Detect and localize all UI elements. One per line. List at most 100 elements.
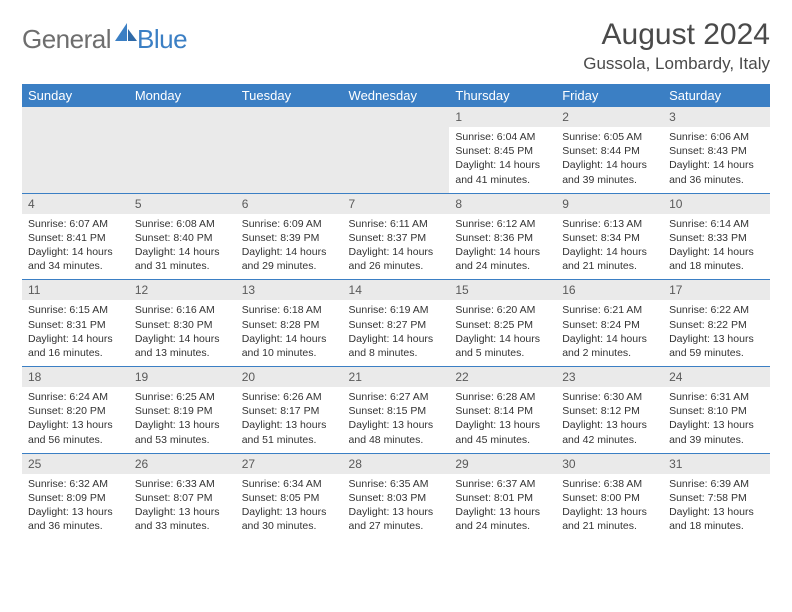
sunrise-text: Sunrise: 6:25 AM (135, 390, 230, 404)
day-details-cell: Sunrise: 6:31 AMSunset: 8:10 PMDaylight:… (663, 387, 770, 453)
day-details-cell: Sunrise: 6:06 AMSunset: 8:43 PMDaylight:… (663, 127, 770, 193)
sunrise-text: Sunrise: 6:19 AM (349, 303, 444, 317)
sunset-text: Sunset: 8:19 PM (135, 404, 230, 418)
day-details-cell: Sunrise: 6:05 AMSunset: 8:44 PMDaylight:… (556, 127, 663, 193)
daynum-row: 25262728293031 (22, 453, 770, 474)
sunrise-text: Sunrise: 6:15 AM (28, 303, 123, 317)
sunset-text: Sunset: 7:58 PM (669, 491, 764, 505)
sunrise-text: Sunrise: 6:14 AM (669, 217, 764, 231)
title-block: August 2024 Gussola, Lombardy, Italy (583, 18, 770, 74)
sunrise-text: Sunrise: 6:28 AM (455, 390, 550, 404)
day-number-cell: 22 (449, 367, 556, 388)
day-number-cell: 14 (343, 280, 450, 301)
daynum-row: 11121314151617 (22, 280, 770, 301)
daylight-text: Daylight: 14 hours and 18 minutes. (669, 245, 764, 273)
day-details-cell: Sunrise: 6:08 AMSunset: 8:40 PMDaylight:… (129, 214, 236, 280)
sunrise-text: Sunrise: 6:26 AM (242, 390, 337, 404)
daylight-text: Daylight: 14 hours and 5 minutes. (455, 332, 550, 360)
sunset-text: Sunset: 8:39 PM (242, 231, 337, 245)
details-row: Sunrise: 6:15 AMSunset: 8:31 PM Daylight:… (22, 300, 770, 366)
sunset-text: Sunset: 8:15 PM (349, 404, 444, 418)
details-row: Sunrise: 6:24 AMSunset: 8:20 PMDaylight:… (22, 387, 770, 453)
logo-text-blue: Blue (137, 24, 187, 55)
logo-sail-icon (115, 23, 137, 43)
day-number-cell: 29 (449, 453, 556, 474)
sunset-text: Sunset: 8:37 PM (349, 231, 444, 245)
calendar-table: Sunday Monday Tuesday Wednesday Thursday… (22, 84, 770, 539)
day-details-cell: Sunrise: 6:39 AMSunset: 7:58 PMDaylight:… (663, 474, 770, 540)
sunset-text: Sunset: 8:36 PM (455, 231, 550, 245)
weekday-header: Monday (129, 84, 236, 107)
daylight-text: Daylight: 14 hours and 2 minutes. (562, 332, 657, 360)
daylight-text: Daylight: 13 hours and 59 minutes. (669, 332, 764, 360)
daynum-row: 45678910 (22, 193, 770, 214)
sunrise-text: Sunrise: 6:16 AM (135, 303, 230, 317)
sunrise-text: Sunrise: 6:12 AM (455, 217, 550, 231)
sunrise-text: Sunrise: 6:06 AM (669, 130, 764, 144)
sunset-text: Sunset: 8:20 PM (28, 404, 123, 418)
topbar: General Blue August 2024 Gussola, Lombar… (22, 18, 770, 74)
daylight-text: Daylight: 14 hours and 31 minutes. (135, 245, 230, 273)
sunset-text: Sunset: 8:05 PM (242, 491, 337, 505)
daylight-text: Daylight: 14 hours and 29 minutes. (242, 245, 337, 273)
sunrise-text: Sunrise: 6:04 AM (455, 130, 550, 144)
day-number-cell: 21 (343, 367, 450, 388)
sunset-text: Sunset: 8:09 PM (28, 491, 123, 505)
logo-text-general: General (22, 24, 111, 55)
day-number-cell: 18 (22, 367, 129, 388)
day-number-cell: 7 (343, 193, 450, 214)
daylight-text: Daylight: 13 hours and 21 minutes. (562, 505, 657, 533)
day-number-cell: 9 (556, 193, 663, 214)
day-number-cell: 19 (129, 367, 236, 388)
sunset-text: Sunset: 8:45 PM (455, 144, 550, 158)
calendar-page: General Blue August 2024 Gussola, Lombar… (0, 0, 792, 549)
sunset-text: Sunset: 8:25 PM (455, 318, 550, 332)
month-title: August 2024 (583, 18, 770, 52)
day-number-cell: 6 (236, 193, 343, 214)
day-details-cell: Sunrise: 6:20 AMSunset: 8:25 PMDaylight:… (449, 300, 556, 366)
daylight-text: Daylight: 14 hours and 26 minutes. (349, 245, 444, 273)
daylight-text: Daylight: 13 hours and 42 minutes. (562, 418, 657, 446)
sunset-text: Sunset: 8:07 PM (135, 491, 230, 505)
weekday-header: Sunday (22, 84, 129, 107)
daylight-text: Daylight: 13 hours and 53 minutes. (135, 418, 230, 446)
day-details-cell: Sunrise: 6:21 AMSunset: 8:24 PMDaylight:… (556, 300, 663, 366)
day-number-cell: 25 (22, 453, 129, 474)
day-number-cell (236, 107, 343, 127)
sunset-text: Sunset: 8:31 PM (28, 318, 123, 332)
daylight-text: Daylight: 14 hours and 10 minutes. (242, 332, 337, 360)
day-number-cell: 5 (129, 193, 236, 214)
daylight-text: Daylight: 14 hours and 34 minutes. (28, 245, 123, 273)
daylight-text: Daylight: 13 hours and 45 minutes. (455, 418, 550, 446)
sunrise-text: Sunrise: 6:33 AM (135, 477, 230, 491)
daylight-text: Daylight: 13 hours and 39 minutes. (669, 418, 764, 446)
sunrise-text: Sunrise: 6:27 AM (349, 390, 444, 404)
sunset-text: Sunset: 8:17 PM (242, 404, 337, 418)
weekday-header-row: Sunday Monday Tuesday Wednesday Thursday… (22, 84, 770, 107)
day-details-cell: Sunrise: 6:19 AMSunset: 8:27 PMDaylight:… (343, 300, 450, 366)
day-details-cell (129, 127, 236, 193)
sunrise-text: Sunrise: 6:37 AM (455, 477, 550, 491)
sunset-text: Sunset: 8:34 PM (562, 231, 657, 245)
sunset-text: Sunset: 8:27 PM (349, 318, 444, 332)
daylight-text: Daylight: 13 hours and 27 minutes. (349, 505, 444, 533)
day-number-cell: 24 (663, 367, 770, 388)
weekday-header: Friday (556, 84, 663, 107)
sunset-text: Sunset: 8:10 PM (669, 404, 764, 418)
daylight-text: Daylight: 13 hours and 36 minutes. (28, 505, 123, 533)
sunset-text: Sunset: 8:40 PM (135, 231, 230, 245)
weekday-header: Tuesday (236, 84, 343, 107)
sunrise-text: Sunrise: 6:32 AM (28, 477, 123, 491)
day-number-cell: 11 (22, 280, 129, 301)
details-row: Sunrise: 6:32 AMSunset: 8:09 PMDaylight:… (22, 474, 770, 540)
sunrise-text: Sunrise: 6:07 AM (28, 217, 123, 231)
day-number-cell (129, 107, 236, 127)
day-details-cell: Sunrise: 6:09 AMSunset: 8:39 PMDaylight:… (236, 214, 343, 280)
sunrise-text: Sunrise: 6:39 AM (669, 477, 764, 491)
logo: General Blue (22, 24, 187, 55)
day-details-cell: Sunrise: 6:18 AMSunset: 8:28 PMDaylight:… (236, 300, 343, 366)
sunset-text: Sunset: 8:43 PM (669, 144, 764, 158)
day-number-cell: 30 (556, 453, 663, 474)
daylight-text: Daylight: 14 hours and 21 minutes. (562, 245, 657, 273)
sunset-text: Sunset: 8:22 PM (669, 318, 764, 332)
